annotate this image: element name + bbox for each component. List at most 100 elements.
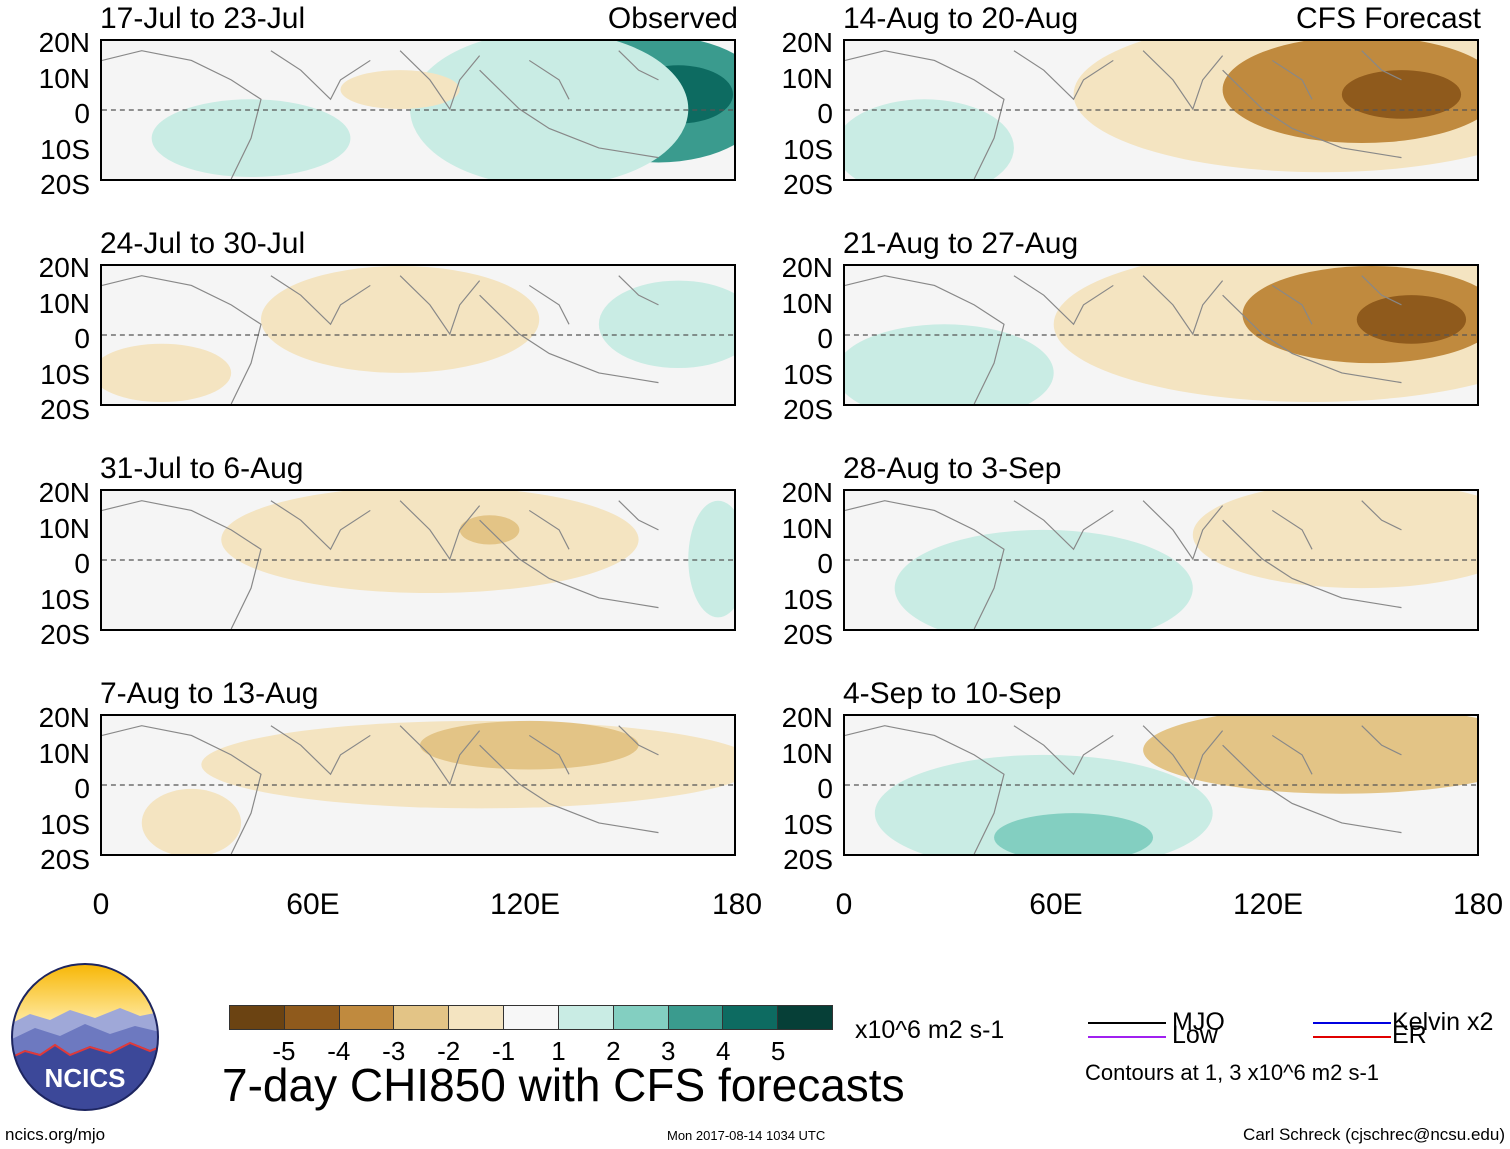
lat-label: 10S xyxy=(40,809,90,840)
lat-label: 0 xyxy=(74,98,90,129)
lat-label: 20S xyxy=(783,844,833,875)
colorbar-swatch xyxy=(504,1006,559,1029)
coastline xyxy=(102,275,659,404)
map-area xyxy=(843,714,1479,856)
lat-label: 0 xyxy=(817,323,833,354)
legend-er-line xyxy=(1313,1036,1391,1038)
panel-title: 24-Jul to 30-Jul xyxy=(100,227,306,260)
colorbar-swatch xyxy=(778,1006,832,1029)
lat-label: 0 xyxy=(74,773,90,804)
coastline xyxy=(845,725,1402,854)
colorbar xyxy=(229,1005,833,1030)
lat-label: 20N xyxy=(781,27,833,58)
map-area xyxy=(100,489,736,631)
map-area xyxy=(843,489,1479,631)
colorbar-swatch xyxy=(449,1006,505,1029)
anomaly-shading xyxy=(141,788,242,854)
colorbar-tick-label: -2 xyxy=(437,1036,461,1066)
observed-panel: 17-Jul to 23-Jul Observed 20N 10N 0 10S 20S xyxy=(0,0,740,200)
legend-kelvin-label: Kelvin x2 xyxy=(1392,1008,1494,1036)
anomaly-shading xyxy=(102,343,232,403)
lat-label: 20S xyxy=(40,394,90,425)
lon-label: 60E xyxy=(286,888,340,921)
coastline xyxy=(845,50,1402,179)
panel-title: 14-Aug to 20-Aug xyxy=(843,2,1079,35)
lat-label: 10N xyxy=(38,63,90,94)
lat-label: 20S xyxy=(783,169,833,200)
coastline xyxy=(102,50,659,179)
anomaly-shading xyxy=(994,813,1154,854)
colorbar-swatch xyxy=(668,1006,724,1029)
footer-timestamp: Mon 2017-08-14 1034 UTC xyxy=(667,1128,826,1143)
logo-text: NCICS xyxy=(45,1063,126,1093)
colorbar-tick-label: -5 xyxy=(272,1036,296,1066)
lat-label: 20S xyxy=(783,619,833,650)
anomaly-shading xyxy=(1341,70,1462,119)
lat-label: 0 xyxy=(74,548,90,579)
map-area xyxy=(100,264,736,406)
lat-label: 10S xyxy=(783,584,833,615)
lon-label: 60E xyxy=(1029,888,1083,921)
colorbar-units: x10^6 m2 s-1 xyxy=(855,1016,1005,1044)
observed-panel: 31-Jul to 6-Aug 20N 10N 0 10S 20S xyxy=(0,447,740,650)
lat-label: 20N xyxy=(38,702,90,733)
legend-low-line xyxy=(1088,1036,1166,1038)
panel-tag: CFS Forecast xyxy=(1295,2,1481,35)
lat-label: 20S xyxy=(783,394,833,425)
colorbar-swatch xyxy=(284,1006,340,1029)
forecast-panel: 14-Aug to 20-Aug CFS Forecast 20N 10N 0 10S 20… xyxy=(743,0,1483,200)
anomaly-shading xyxy=(260,266,540,373)
panel-tag: Observed xyxy=(607,2,738,35)
map-area xyxy=(843,39,1479,181)
anomaly-shading xyxy=(598,280,734,369)
panel-title: 31-Jul to 6-Aug xyxy=(100,452,304,485)
colorbar-tick-label: 3 xyxy=(661,1036,676,1066)
footer-credit: Carl Schreck (cjschrec@ncsu.edu) xyxy=(1243,1125,1505,1144)
lon-label: 180 xyxy=(1452,888,1504,921)
lat-label: 20S xyxy=(40,619,90,650)
main-title: 7-day CHI850 with CFS forecasts xyxy=(222,1059,905,1111)
colorbar-swatch xyxy=(339,1006,395,1029)
lat-label: 10S xyxy=(40,134,90,165)
lat-label: 0 xyxy=(817,548,833,579)
lat-label: 10N xyxy=(38,513,90,544)
lat-label: 20N xyxy=(781,252,833,283)
legend-mjo-label: MJO xyxy=(1172,1008,1225,1036)
colorbar-swatch xyxy=(723,1006,779,1029)
forecast-panel: 21-Aug to 27-Aug 20N 10N 0 10S 20S xyxy=(743,222,1483,425)
coastline xyxy=(102,500,659,629)
colorbar-tick-label: -1 xyxy=(491,1036,516,1066)
forecast-panel: 4-Sep to 10-Sep 20N 10N 0 10S 20S xyxy=(743,672,1483,875)
anomaly-shading xyxy=(1192,491,1477,589)
footer-site-link[interactable]: ncics.org/mjo xyxy=(5,1125,106,1144)
lat-label: 10N xyxy=(781,513,833,544)
colorbar-swatch xyxy=(230,1006,285,1029)
lat-label: 10S xyxy=(783,134,833,165)
legend-mjo-line xyxy=(1088,1022,1166,1024)
anomaly-shading xyxy=(1143,716,1477,794)
colorbar-tick-label: 1 xyxy=(551,1036,566,1066)
lat-label: 20N xyxy=(781,477,833,508)
panel-title: 21-Aug to 27-Aug xyxy=(843,227,1079,260)
coastline xyxy=(845,500,1402,629)
colorbar-tick-label: -4 xyxy=(327,1036,351,1066)
lat-label: 20N xyxy=(781,702,833,733)
lon-label: 0 xyxy=(92,888,110,921)
lat-label: 10S xyxy=(783,359,833,390)
panel-title: 28-Aug to 3-Sep xyxy=(843,452,1062,485)
lat-label: 10N xyxy=(38,288,90,319)
lon-label: 120E xyxy=(489,888,561,921)
colorbar-tick-label: 2 xyxy=(606,1036,621,1066)
lat-label: 0 xyxy=(817,773,833,804)
lat-label: 10S xyxy=(783,809,833,840)
lat-label: 20S xyxy=(40,844,90,875)
anomaly-shading xyxy=(845,99,1014,179)
anomaly-shading xyxy=(688,500,734,618)
colorbar-tick-label: 5 xyxy=(770,1036,786,1066)
map-area xyxy=(100,39,736,181)
lat-label: 0 xyxy=(817,98,833,129)
panel-title: 7-Aug to 13-Aug xyxy=(100,677,319,710)
legend-er-label: ER xyxy=(1392,1021,1427,1049)
map-area xyxy=(843,264,1479,406)
panel-title: 17-Jul to 23-Jul xyxy=(100,2,306,35)
